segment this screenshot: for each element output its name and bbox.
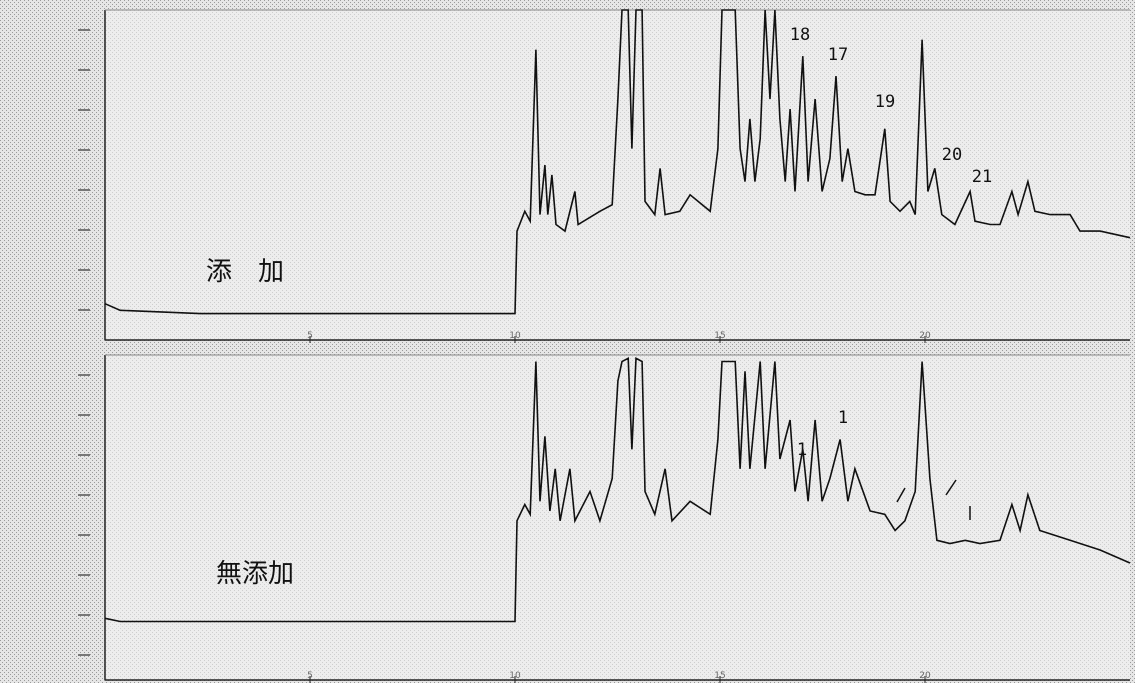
peak-label: 1 bbox=[838, 408, 848, 428]
peak-label: 17 bbox=[828, 45, 848, 65]
peak-label: 18 bbox=[790, 25, 810, 45]
trace bbox=[104, 357, 1131, 623]
x-tick-label: 10 bbox=[509, 671, 521, 681]
plot-area bbox=[105, 355, 1130, 680]
sample-label: 無添加 bbox=[216, 559, 294, 589]
x-tick-label: 10 bbox=[509, 331, 521, 341]
x-tick-label: 5 bbox=[307, 671, 313, 681]
x-tick-label: 20 bbox=[919, 331, 931, 341]
sample-label: 添 加 bbox=[206, 257, 284, 287]
plot-area bbox=[105, 10, 1130, 340]
trace bbox=[104, 9, 1131, 315]
peak-label: 20 bbox=[942, 145, 962, 165]
peak-label: 1 bbox=[797, 440, 807, 460]
peak-marker bbox=[945, 479, 957, 496]
x-tick-label: 20 bbox=[919, 671, 931, 681]
charts: 5 10 15 20 添 加 18 17 19 20 21 5 10 15 20 無添加 1 1 bbox=[78, 9, 1131, 683]
x-tick-label: 5 bbox=[307, 331, 313, 341]
peak-label: 21 bbox=[972, 167, 992, 187]
peak-marker bbox=[896, 487, 906, 503]
x-tick-label: 15 bbox=[714, 331, 725, 341]
peak-label: 19 bbox=[875, 92, 895, 112]
x-tick-label: 15 bbox=[714, 671, 725, 681]
